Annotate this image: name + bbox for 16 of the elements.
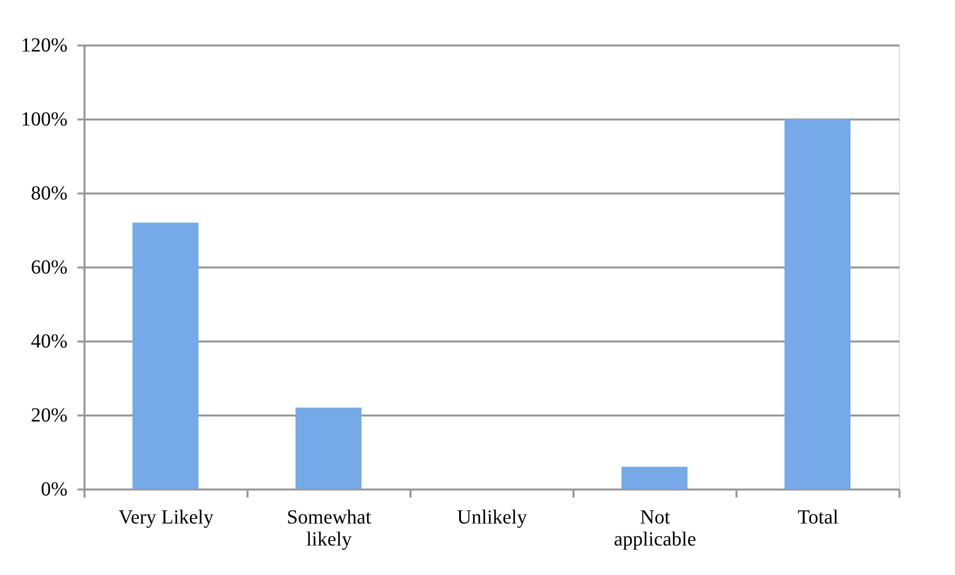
x-tick-label: Very Likely <box>118 506 214 528</box>
x-tick-label: Unlikely <box>457 506 527 528</box>
bar <box>132 222 198 489</box>
y-tick-label: 120% <box>20 34 68 56</box>
y-tick-label: 0% <box>40 478 68 500</box>
x-tick-label: Somewhat likely <box>286 506 372 550</box>
bar <box>622 466 688 489</box>
y-tick-label: 60% <box>30 256 68 278</box>
bar <box>784 119 850 489</box>
y-tick-label: 40% <box>30 330 68 352</box>
x-tick-label: Not applicable <box>614 506 696 550</box>
y-tick-label: 100% <box>20 108 68 130</box>
y-tick-label: 80% <box>30 182 68 204</box>
y-tick-label: 20% <box>30 404 68 426</box>
x-tick-label: Total <box>798 506 839 528</box>
bar <box>296 408 362 489</box>
